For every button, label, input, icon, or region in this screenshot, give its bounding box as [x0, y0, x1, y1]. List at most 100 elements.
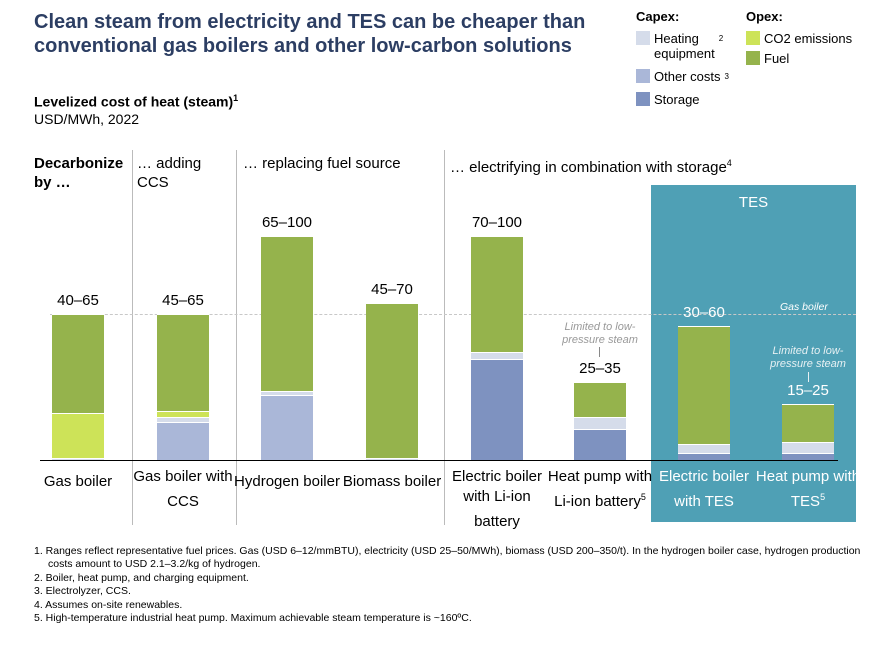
bar-segment-heating-equipment: [471, 352, 523, 360]
range-label: 15–25: [787, 382, 829, 399]
legend-label: Heating equipment: [654, 31, 715, 61]
annotation-low-pressure-tes: Limited to low-pressure steam: [770, 345, 846, 370]
bar-3: [366, 0, 418, 460]
category-label: Electric boiler with Li-ion battery: [442, 467, 552, 532]
legend-item: Fuel: [746, 51, 876, 66]
bar-segment-fuel: [157, 314, 209, 411]
bar-segment-heating-equipment: [52, 457, 104, 460]
bar-segment-storage: [678, 453, 730, 460]
gas-boiler-reference-line: [50, 314, 856, 316]
category-label: Biomass boiler: [337, 467, 447, 492]
range-label: 40–65: [57, 292, 99, 310]
group-divider: [444, 150, 445, 525]
footnote: 3. Electrolyzer, CCS.: [34, 585, 131, 598]
bar-segment-fuel: [471, 236, 523, 353]
bar-0: [52, 0, 104, 460]
annotation-low-pressure: Limited to low-pressure steam: [562, 321, 638, 346]
legend-swatch: [746, 51, 760, 65]
category-label: Electric boiler with TES: [649, 467, 759, 512]
legend-item: Heating equipment 2: [636, 31, 723, 61]
bar-7: [782, 0, 834, 460]
range-label: 30–60: [683, 303, 725, 321]
bar-segment-heating-equipment: [574, 417, 626, 429]
group-heading-fuel: … replacing fuel source: [243, 155, 401, 172]
bar-segment-other-costs: [157, 421, 209, 460]
group-heading-sup: 4: [726, 158, 732, 168]
bar-segment-storage: [471, 359, 523, 460]
bar-segment-fuel: [52, 314, 104, 413]
footnote: 5. High-temperature industrial heat pump…: [34, 612, 472, 625]
legend-swatch: [746, 31, 760, 45]
category-label: Heat pump with TES5: [753, 467, 863, 512]
bar-2: [261, 0, 313, 460]
bar-4: [471, 0, 523, 460]
category-label: Hydrogen boiler: [232, 467, 342, 492]
legend-label: Fuel: [764, 51, 790, 66]
category-text: Electric boiler with TES: [658, 468, 750, 510]
category-text: Heat pump with TES: [755, 468, 861, 510]
category-text: Hydrogen boiler: [234, 473, 340, 490]
bar-segment-heating-equipment: [261, 390, 313, 396]
legend-opex-heading: Opex:: [746, 9, 783, 24]
range-label: 65–100: [261, 214, 313, 231]
group-heading-electrify: … electrifying in combination with stora…: [450, 154, 850, 177]
range-label: 25–35: [579, 359, 621, 377]
range-label: 45–65: [162, 292, 204, 310]
category-label: Gas boiler: [23, 467, 133, 492]
bar-segment-fuel: [574, 381, 626, 418]
bar-segment-co2-emissions: [52, 412, 104, 458]
group-divider: [132, 150, 133, 525]
annotation-pointer: [808, 372, 809, 382]
bar-segment-fuel: [678, 325, 730, 445]
group-divider: [236, 150, 237, 525]
bar-segment-fuel: [261, 236, 313, 391]
bar-segment-fuel: [366, 303, 418, 458]
range-label: 45–70: [371, 281, 413, 299]
footnote: 2. Boiler, heat pump, and charging equip…: [34, 571, 249, 584]
bar-segment-co2-emissions: [157, 410, 209, 418]
category-text: Electric boiler with Li-ion battery: [451, 468, 543, 530]
legend-capex-heading: Capex:: [636, 9, 680, 24]
bar-segment-heating-equipment: [366, 457, 418, 460]
bar-segment-storage: [574, 428, 626, 460]
x-axis-baseline: [40, 460, 838, 461]
tes-label: TES: [738, 194, 769, 211]
chart-unit: USD/MWh, 2022: [34, 111, 140, 127]
bar-segment-storage: [782, 453, 834, 460]
legend-item: Other costs 3: [636, 69, 766, 84]
range-label: 70–100: [471, 214, 523, 231]
category-sup: 5: [640, 492, 646, 502]
bar-1: [157, 0, 209, 460]
legend-label: Other costs: [654, 69, 721, 84]
category-label: Gas boiler with CCS: [128, 467, 238, 512]
page-title: Clean steam from electricity and TES can…: [34, 11, 586, 57]
bar-segment-heating-equipment: [157, 417, 209, 422]
legend-sup: 2: [718, 34, 724, 43]
category-text: Gas boiler: [43, 473, 113, 490]
bar-segment-heating-equipment: [782, 442, 834, 454]
category-text: Heat pump with Li-ion battery: [547, 468, 653, 510]
subtitle-text: Levelized cost of heat (steam): [34, 93, 234, 110]
legend-swatch: [636, 69, 650, 83]
legend-sup: 3: [724, 72, 729, 81]
bar-segment-heating-equipment: [678, 444, 730, 454]
footnotes: 1. Ranges reflect representative fuel pr…: [34, 545, 864, 625]
chart-subtitle: Levelized cost of heat (steam)1: [34, 93, 238, 110]
footnote: 4. Assumes on-site renewables.: [34, 598, 183, 611]
bar-segment-other-costs: [261, 395, 313, 460]
category-label: Heat pump with Li-ion battery5: [545, 467, 655, 512]
legend-swatch: [636, 31, 650, 45]
group-heading-ccs: … adding CCS: [137, 155, 202, 191]
footnote: 1. Ranges reflect representative fuel pr…: [34, 545, 861, 571]
annotation-pointer: [599, 347, 600, 357]
reference-line-label: Gas boiler: [780, 301, 828, 313]
group-heading-decarbonize: Decarbonize by …: [34, 155, 124, 191]
legend-swatch: [636, 92, 650, 106]
category-sup: 5: [820, 492, 826, 502]
category-text: Biomass boiler: [342, 473, 442, 490]
legend-item: CO2 emissions: [746, 31, 876, 46]
legend-label: CO2 emissions: [764, 31, 853, 46]
legend-label: Storage: [654, 92, 700, 107]
bar-segment-fuel: [782, 404, 834, 443]
